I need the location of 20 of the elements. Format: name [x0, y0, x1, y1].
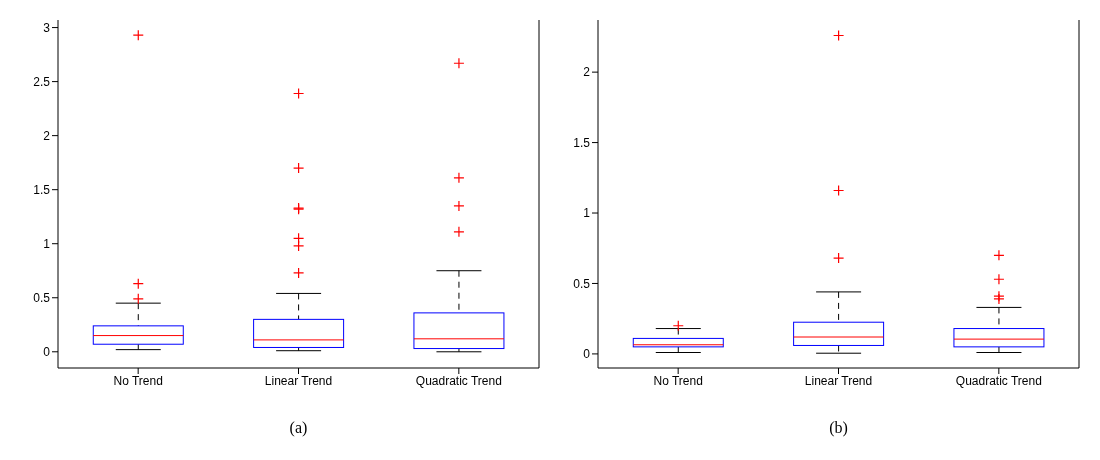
x-tick-label: Linear Trend — [804, 373, 873, 388]
y-tick-label: 0 — [583, 347, 591, 362]
y-tick-label: 2 — [583, 65, 591, 80]
x-tick-label: No Trend — [113, 373, 163, 388]
x-tick-label: Linear Trend — [264, 373, 333, 388]
y-tick-label: 0 — [43, 345, 51, 360]
y-tick-label: 1.5 — [33, 182, 51, 197]
y-tick-label: 2 — [43, 128, 51, 143]
y-tick-label: 0.5 — [33, 291, 51, 306]
y-tick-label: 3 — [43, 20, 51, 35]
y-tick-label: 1 — [43, 236, 51, 251]
y-tick-label: 2.5 — [33, 74, 51, 89]
x-axis-title: (b) — [829, 419, 848, 437]
y-tick-label: 1.5 — [573, 135, 591, 150]
x-tick-label: No Trend — [653, 373, 703, 388]
x-tick-label: Quadratic Trend — [955, 373, 1042, 388]
y-tick-label: 1 — [583, 206, 591, 221]
x-tick-label: Quadratic Trend — [415, 373, 502, 388]
y-tick-label: 0.5 — [573, 276, 591, 291]
x-axis-title: (a) — [289, 419, 308, 437]
